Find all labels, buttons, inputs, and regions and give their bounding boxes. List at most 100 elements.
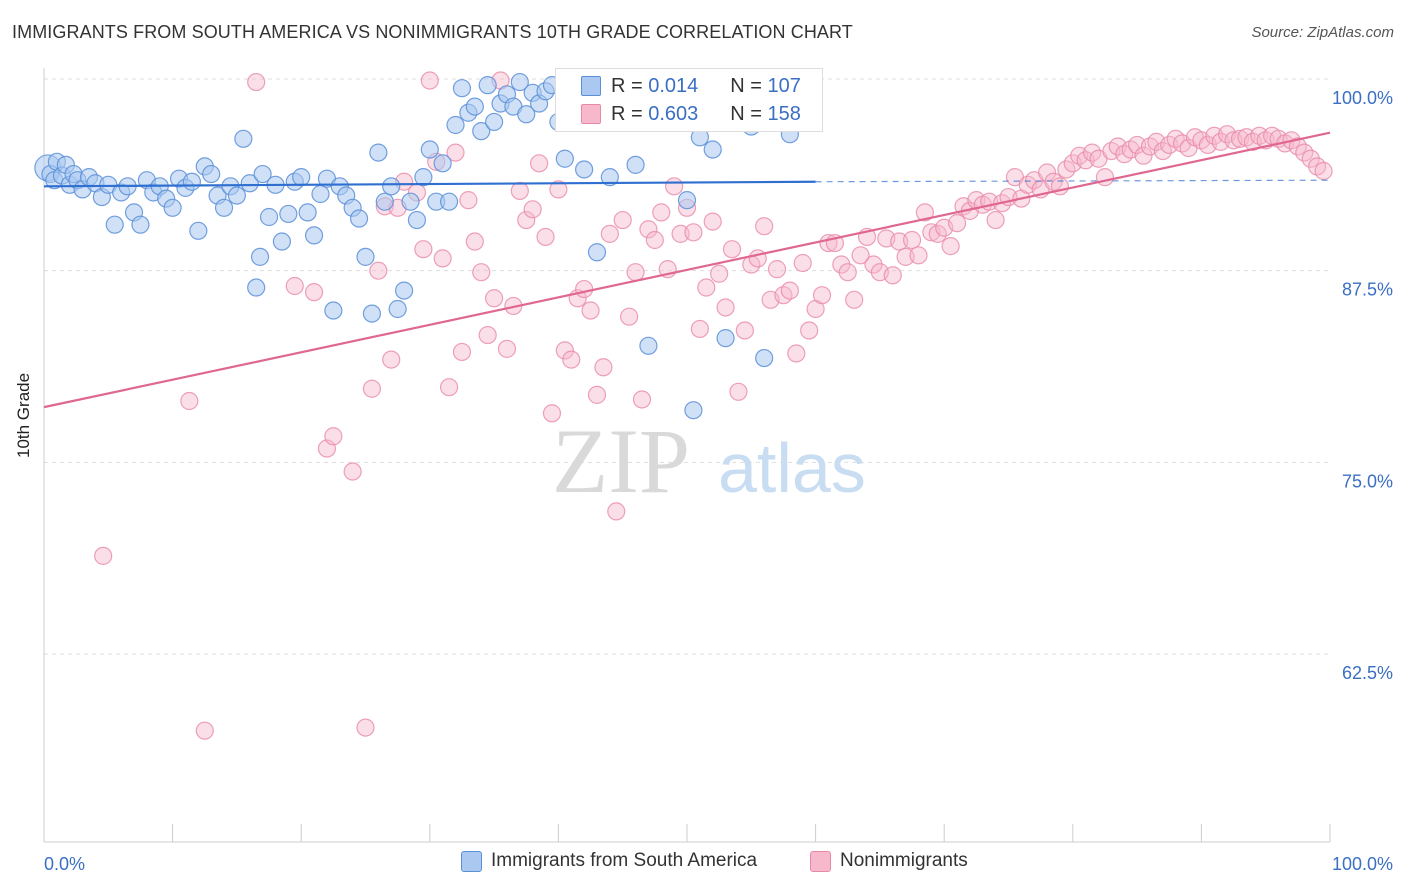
immigrants-points xyxy=(34,72,799,420)
nonimmigrants-point xyxy=(195,721,214,740)
nonimmigrants-point xyxy=(247,72,266,92)
immigrants-point xyxy=(247,278,266,297)
immigrants-point xyxy=(478,76,497,95)
y-tick-label: 62.5% xyxy=(1342,663,1393,683)
immigrants-point xyxy=(472,122,491,141)
legend-item-nonimmigrants[interactable]: Nonimmigrants xyxy=(810,850,968,872)
immigrants-point xyxy=(600,168,619,187)
nonimmigrants-point xyxy=(780,281,799,300)
trend-lines xyxy=(43,131,1331,409)
nonimmigrants-point xyxy=(600,224,619,243)
nonimmigrants-point xyxy=(703,212,722,231)
immigrants-point xyxy=(388,299,407,319)
nonimmigrants-point xyxy=(581,301,600,320)
nonimmigrants-point xyxy=(909,246,928,265)
nonimmigrants-point xyxy=(465,232,484,251)
immigrants-point xyxy=(105,215,124,234)
immigrants-point xyxy=(362,304,382,323)
y-tick-labels: 100.0% 87.5% 75.0% 62.5% xyxy=(1332,88,1393,683)
legend-label-nonimmigrants: Nonimmigrants xyxy=(840,850,968,871)
nonimmigrants-point xyxy=(94,546,113,565)
immigrants-point xyxy=(375,192,394,211)
nonimmigrants-point xyxy=(690,319,709,339)
legend-label-immigrants: Immigrants from South America xyxy=(491,850,758,871)
nonimmigrants-point xyxy=(639,220,658,239)
nonimmigrants-point xyxy=(1134,146,1153,165)
r-value-immigrants: 0.014 xyxy=(648,74,699,97)
nonimmigrants-point xyxy=(722,240,742,259)
nonimmigrants-point xyxy=(382,350,401,369)
nonimmigrants-point xyxy=(562,350,581,369)
nonimmigrants-point xyxy=(478,325,497,345)
nonimmigrants-point xyxy=(575,279,594,299)
immigrants-point xyxy=(407,210,427,230)
source-label: Source: ZipAtlas.com xyxy=(1251,24,1394,41)
immigrants-point xyxy=(639,336,658,355)
immigrants-point xyxy=(349,209,369,228)
nonimmigrants-point xyxy=(793,253,812,273)
nonimmigrants-point xyxy=(607,502,626,521)
nonimmigrants-point xyxy=(472,263,491,282)
immigrants-point xyxy=(253,164,272,184)
immigrants-point xyxy=(703,140,722,159)
nonimmigrants-point xyxy=(1044,172,1063,191)
nonimmigrants-point xyxy=(369,261,388,280)
stats-legend: R = 0.014 N = 107 R = 0.603 N = 158 xyxy=(555,68,823,132)
nonimmigrants-point xyxy=(517,210,536,230)
watermark: ZIP atlas xyxy=(552,410,866,512)
immigrants-trend-line xyxy=(43,180,816,188)
nonimmigrants-point xyxy=(420,71,439,90)
immigrants-point xyxy=(304,226,324,245)
nonimmigrants-point xyxy=(542,404,562,423)
legend-item-immigrants[interactable]: Immigrants from South America xyxy=(461,850,757,872)
n-value-nonimmigrants: 158 xyxy=(767,102,801,125)
nonimmigrants-point xyxy=(755,217,774,236)
y-tick-label: 87.5% xyxy=(1342,280,1393,300)
nonimmigrants-point xyxy=(645,230,664,250)
y-axis-label: 10th Grade xyxy=(14,372,33,458)
y-tick-label: 75.0% xyxy=(1342,471,1393,491)
nonimmigrants-point xyxy=(459,191,478,210)
x-tick-labels: 0.0% 100.0% xyxy=(44,854,1393,874)
immigrants-point xyxy=(182,172,201,191)
nonimmigrants-point xyxy=(626,263,645,282)
nonimmigrants-point xyxy=(452,342,472,362)
y-tick-label: 100.0% xyxy=(1332,88,1393,108)
immigrants-point xyxy=(279,204,298,224)
immigrants-point xyxy=(485,112,504,132)
immigrants-point xyxy=(131,215,150,234)
nonimmigrants-point xyxy=(774,286,793,305)
immigrants-point xyxy=(214,198,234,217)
nonimmigrants-point xyxy=(343,462,362,481)
immigrants-point xyxy=(510,72,529,92)
immigrants-point xyxy=(202,164,221,184)
immigrants-point xyxy=(465,97,484,116)
nonimmigrants-point xyxy=(941,237,960,256)
nonimmigrants-point xyxy=(613,210,632,230)
nonimmigrants-point xyxy=(510,181,529,201)
immigrants-point xyxy=(311,184,330,204)
nonimmigrants-point xyxy=(767,260,787,279)
immigrants-point xyxy=(677,191,697,210)
nonimmigrants-point xyxy=(915,203,935,222)
immigrants-point xyxy=(446,115,465,135)
nonimmigrants-swatch xyxy=(581,104,601,124)
immigrants-point xyxy=(555,149,574,168)
immigrants-point xyxy=(575,160,594,179)
nonimmigrants-point xyxy=(549,180,568,199)
nonimmigrants-point xyxy=(497,339,517,358)
immigrants-point xyxy=(298,203,317,222)
legend-swatch-nonimmigrants xyxy=(810,850,831,872)
nonimmigrants-point xyxy=(530,154,549,173)
nonimmigrants-point xyxy=(304,283,324,302)
nonimmigrants-point xyxy=(485,289,504,308)
nonimmigrants-point xyxy=(439,378,459,397)
r-label: R = xyxy=(611,102,643,125)
nonimmigrants-point xyxy=(180,391,199,411)
immigrants-point xyxy=(356,247,375,266)
nonimmigrants-point xyxy=(902,230,922,250)
nonimmigrants-point xyxy=(536,227,555,247)
immigrants-point xyxy=(439,192,459,211)
x-tick-label: 0.0% xyxy=(44,854,85,874)
legend-swatch-immigrants xyxy=(461,850,482,872)
